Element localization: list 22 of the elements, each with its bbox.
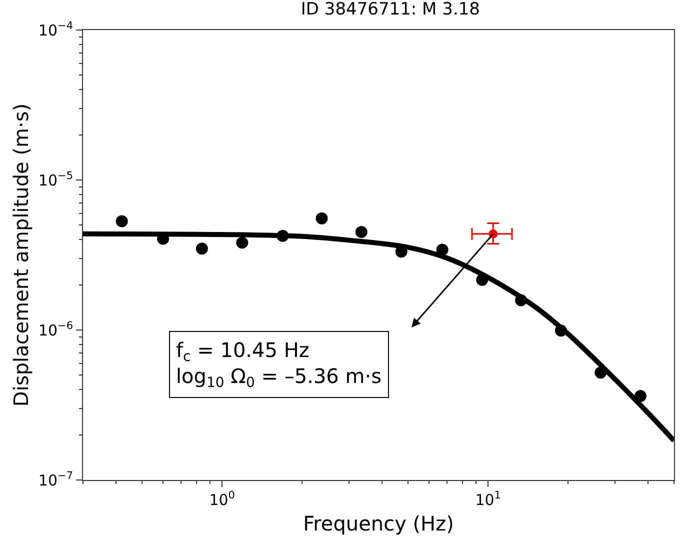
point [316,212,328,224]
point [436,244,448,256]
point [355,226,368,238]
point [594,366,607,379]
y-tick-label: 10$^{−7}$ [38,470,73,490]
y-tick-label: 10$^{−5}$ [38,170,73,190]
x-tick-label: 10$^{0}$ [209,490,235,509]
point [555,324,567,337]
x-tick-label: 10$^{1}$ [475,490,501,509]
y-tick-label: 10$^{−6}$ [38,320,74,340]
point [515,294,528,306]
point [196,242,208,255]
point [276,230,289,242]
y-tick-label: 10$^{−4}$ [38,20,74,40]
point [236,236,248,249]
point [476,274,488,286]
point [116,215,128,228]
x-axis-title: Frequency (Hz) [303,512,454,536]
annotation: f$_{c}$ = 10.45 Hz log$_{10}$ Ω$_{0}$ = –5.36 m·s [176,338,382,392]
y-axis-title: Displacement amplitude (m·s) [8,103,33,407]
chart-title: ID 38476711: M 3.18 [300,0,480,20]
point [634,390,646,402]
